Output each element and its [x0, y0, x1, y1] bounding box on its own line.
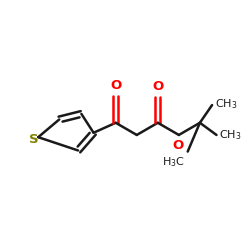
- Text: CH$_3$: CH$_3$: [215, 97, 237, 111]
- Text: S: S: [30, 133, 39, 146]
- Text: H$_3$C: H$_3$C: [162, 156, 185, 169]
- Text: O: O: [152, 80, 164, 93]
- Text: CH$_3$: CH$_3$: [219, 128, 242, 142]
- Text: O: O: [110, 79, 121, 92]
- Text: O: O: [172, 139, 183, 152]
